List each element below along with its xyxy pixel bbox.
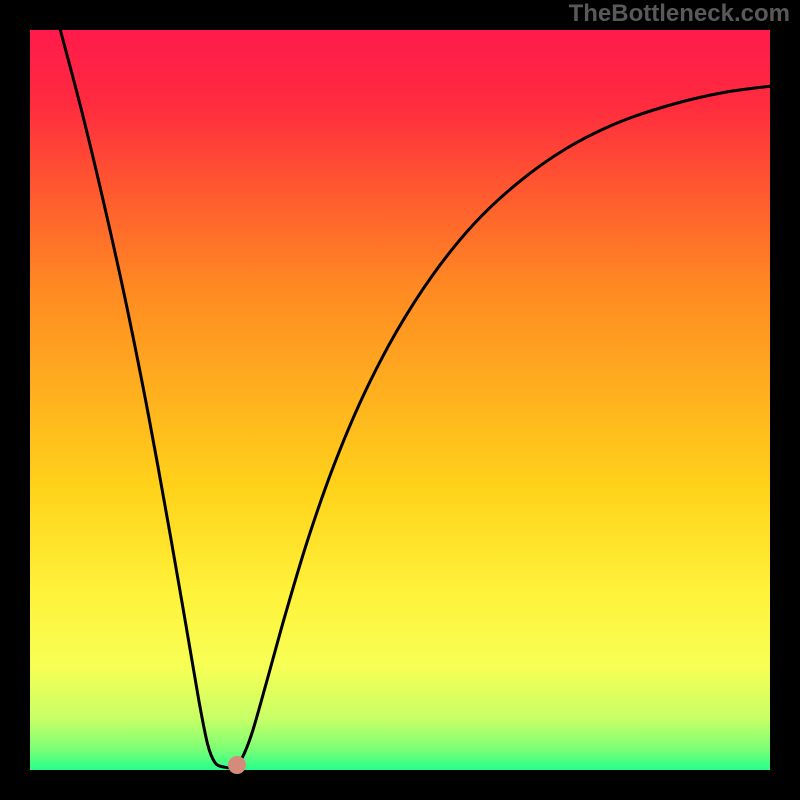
bottleneck-curve [30,30,770,770]
marker-dot [228,756,246,774]
watermark-text: TheBottleneck.com [569,0,790,28]
chart-container: TheBottleneck.com [0,0,800,800]
